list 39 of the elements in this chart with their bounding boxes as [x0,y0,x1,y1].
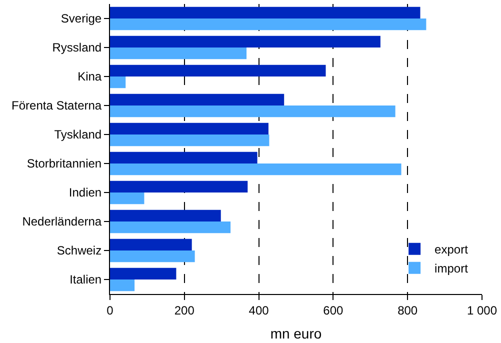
bar [110,280,135,292]
bar [110,76,126,88]
bar [110,164,402,176]
y-tick-label: Sverige [60,12,102,26]
bar [110,122,268,134]
x-tick-label: 1 000 [466,303,498,318]
x-tick-label: 200 [174,303,195,318]
y-tick-label: Storbritannien [26,156,102,171]
y-tick-label: Schweiz [56,244,102,258]
x-tick-label: 800 [398,303,418,318]
bar [110,268,176,280]
bar [110,210,221,222]
bar [110,94,284,106]
bar [110,250,195,262]
bar [110,152,258,164]
bar [110,6,420,18]
bar [110,222,231,234]
bar [110,106,396,118]
bar [110,180,248,192]
bar [110,64,326,76]
x-tick-label: 600 [323,303,344,318]
bar [110,238,192,250]
y-tick-label: Ryssland [52,40,102,55]
x-tick-label: 0 [106,303,114,318]
y-tick-label: Tyskland [54,128,102,142]
bar [110,48,247,60]
y-tick-label: Nederländerna [22,214,102,229]
y-tick-label: Indien [68,186,102,200]
y-tick-label: Kina [78,70,102,84]
y-tick-label: Italien [70,272,102,287]
legend-label: import [434,262,469,276]
bar [110,18,426,30]
bar [110,36,380,48]
y-tick-label: Förenta Staterna [12,98,102,113]
x-tick-label: 400 [248,303,270,318]
bar [110,192,144,204]
x-axis-title: mn euro [270,326,322,342]
bar [110,134,270,146]
legend-label: export [434,242,469,257]
